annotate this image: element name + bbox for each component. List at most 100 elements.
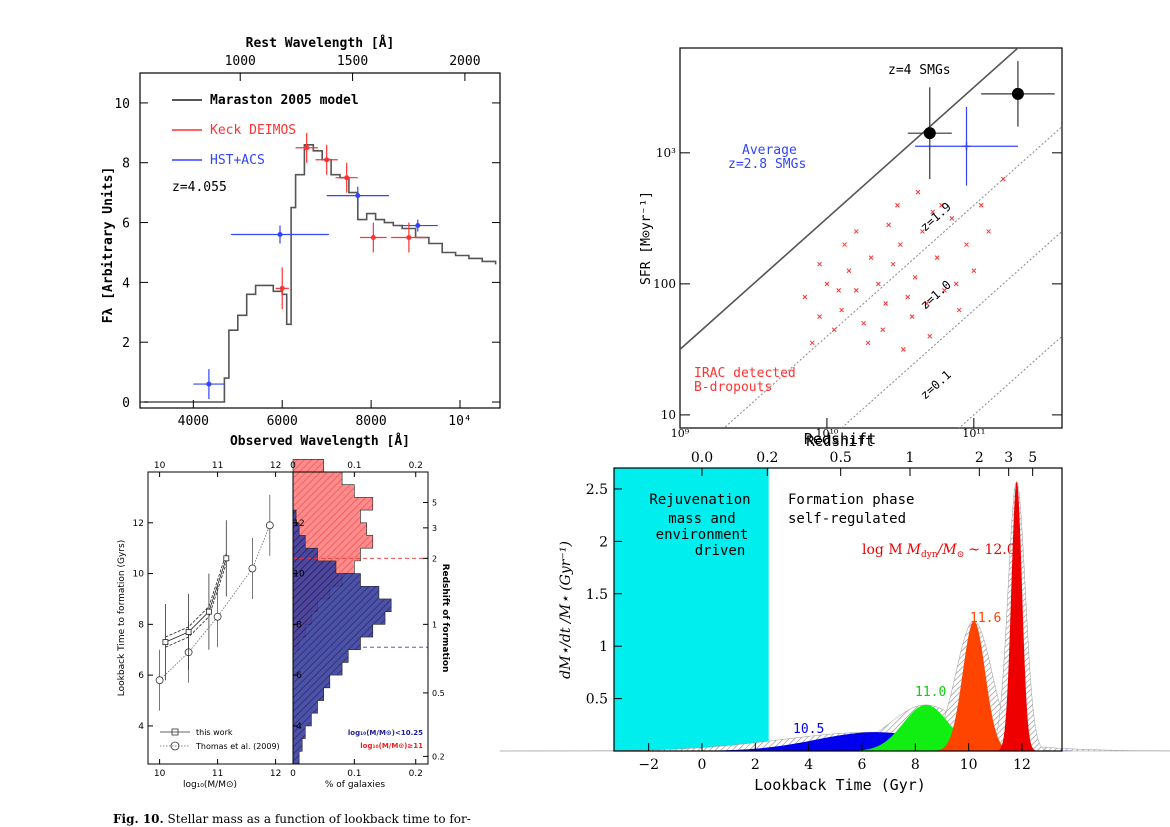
histogram-frame [292, 471, 429, 765]
sed-keck-point [406, 235, 412, 241]
lookback-thomas-point [155, 676, 164, 685]
sfr-bdropout-point [930, 209, 936, 215]
lookback-this-work-point [162, 639, 169, 646]
histogram-x-tick-label: 0.2 [409, 769, 423, 779]
sed-y-axis-label: Fλ [Arbitrary Units] [101, 167, 116, 324]
sfh-rejuv-line-4: driven [695, 543, 746, 559]
sfh-formation-line-2: self-regulated [788, 511, 906, 527]
sfr-bdropout-point [905, 294, 911, 300]
sfr-bdropout-point [817, 314, 822, 319]
sfr-bdropout-point [978, 202, 984, 208]
lookback-thomas-point [248, 564, 257, 573]
sed-redshift-annotation: z=4.055 [172, 180, 227, 195]
lookback-x-axis-label: log₁₀(M/M⊙) [183, 780, 237, 790]
lookback-thomas-line [159, 525, 271, 681]
histogram-legend-low: log₁₀(M/M⊙)<10.25 [348, 729, 423, 737]
lookback-x-tick-label: 12 [270, 769, 281, 779]
sfr-line-label-z10: z=1.0 [918, 278, 954, 313]
sed-model-line [144, 144, 497, 403]
lookback-y-tick-label: 10 [133, 570, 145, 580]
sed-points [193, 132, 438, 400]
histogram-y-tick-label: 6 [296, 671, 302, 681]
sfr-redshift-line [958, 335, 1062, 428]
sfr-smg-point [1011, 87, 1024, 100]
sfh-mass-label-mdot: /M [936, 542, 958, 558]
lookback-x-tick-label: 10 [154, 769, 166, 779]
sed-legend-hst: HST+ACS [210, 153, 265, 168]
sfh-top-tick-label: 5 [1028, 450, 1037, 466]
sfr-bdropout-point [986, 229, 991, 234]
sfh-mass-label: log M Mdyn/M⊙ ~ 12.0 [862, 542, 1016, 560]
histogram-right-tick-label: 2 [432, 554, 437, 563]
sfh-x-tick-label: 2 [751, 757, 760, 773]
sfh-top-axis-label: Redshift [804, 430, 876, 448]
sfr-bdropout-point [939, 202, 944, 208]
sfr-bdropout-point [956, 307, 962, 313]
sfr-x-axis-label: Redshift [806, 434, 873, 450]
sfh-top-tick-label: 0.5 [830, 450, 852, 466]
sed-top-tick-label: 2000 [449, 54, 480, 69]
lookback-top-tick-label: 10 [154, 461, 166, 471]
lookback-y-tick-label: 4 [138, 722, 144, 732]
sfh-y-axis-label: dM⋆/dt /M⋆ (Gyr⁻¹) [558, 541, 574, 679]
sfh-x-tick-label: 10 [960, 757, 978, 773]
lookback-this-work-line [165, 558, 227, 643]
histogram-legend-high: log₁₀(M/M⊙)≥11 [360, 742, 423, 750]
sfh-panel: −2 0 2 4 6 8 10 120.511.522.50.0 0.2 0.5 1 2 3 5 Look… [499, 430, 1170, 794]
sfr-redshift-line [680, 48, 1020, 351]
sfr-x-tick-label: 10¹⁰ [816, 427, 839, 440]
sfr-bdropout-point [953, 281, 959, 287]
histogram-top-tick-label: 0.1 [347, 461, 361, 471]
lookback-lines [155, 494, 274, 711]
sfh-frame [613, 467, 1063, 752]
lookback-this-work-point [205, 608, 212, 615]
sfr-lines [680, 48, 1062, 428]
sfh-curve-11.0 [835, 704, 1017, 751]
sfh-mass-label-sun: ⊙ [957, 550, 965, 560]
sfh-x-tick-label: 6 [858, 757, 867, 773]
sfr-bdropout-point [949, 215, 955, 221]
lookback-ticks: 10 10 11 11 12 12 4 6 8 10 12 [133, 461, 282, 779]
sfr-smg-point [923, 127, 936, 140]
sfh-x-tick-label: 4 [804, 757, 813, 773]
sfr-bdropout-point [865, 340, 871, 346]
sed-hst-point [415, 223, 421, 229]
sfr-bdropout-point [853, 288, 859, 293]
sfr-bdropout-point [934, 255, 940, 261]
sfr-line-label-z19: z=1.9 [918, 200, 954, 235]
sfr-bdropout-point [861, 320, 867, 326]
sfr-bdropout-point [836, 288, 842, 293]
sed-hst-point [277, 232, 283, 238]
sfr-bdropout-point [912, 274, 918, 280]
sed-x-tick-label: 10⁴ [448, 414, 471, 429]
sfr-redshift-line [723, 125, 1062, 428]
sfr-redshift-line [840, 230, 1062, 428]
sfh-top-tick-label: 3 [1004, 450, 1013, 466]
histogram-blue-bars [292, 509, 392, 765]
sfr-bdropout-point [868, 255, 874, 261]
sed-frame [139, 72, 501, 409]
lookback-y-tick-label: 12 [133, 519, 144, 529]
sfh-rejuv-line-2: mass and [668, 511, 735, 527]
sfr-bdropout-point [824, 281, 830, 287]
sfr-bdropout-point [842, 242, 847, 247]
sed-y-tick-label: 6 [122, 217, 130, 232]
histogram-right-tick-label: 5 [432, 498, 437, 507]
sfr-bdropout-point [900, 347, 906, 352]
sed-y-tick-label: 0 [122, 396, 130, 411]
sfr-average-label: Average [742, 143, 797, 158]
sfr-bdropout-point [831, 327, 837, 333]
sfr-smg-label: z=4 SMGs [888, 63, 951, 78]
sfh-top-tick-label: 0.0 [691, 450, 713, 466]
sfh-y-tick-label: 0.5 [586, 692, 608, 708]
lookback-y-tick-label: 6 [138, 671, 144, 681]
sfr-bdropout-point [802, 294, 808, 300]
lookback-x-tick-label: 11 [212, 769, 223, 779]
sed-legend-model: Maraston 2005 model [210, 93, 359, 108]
histogram-x-tick-label: 0 [290, 769, 296, 779]
sfr-bdropout-point [839, 307, 844, 313]
lookback-legend-this-work: this work [196, 728, 233, 737]
sfr-average-point [962, 142, 971, 151]
sed-keck-point [370, 235, 376, 241]
